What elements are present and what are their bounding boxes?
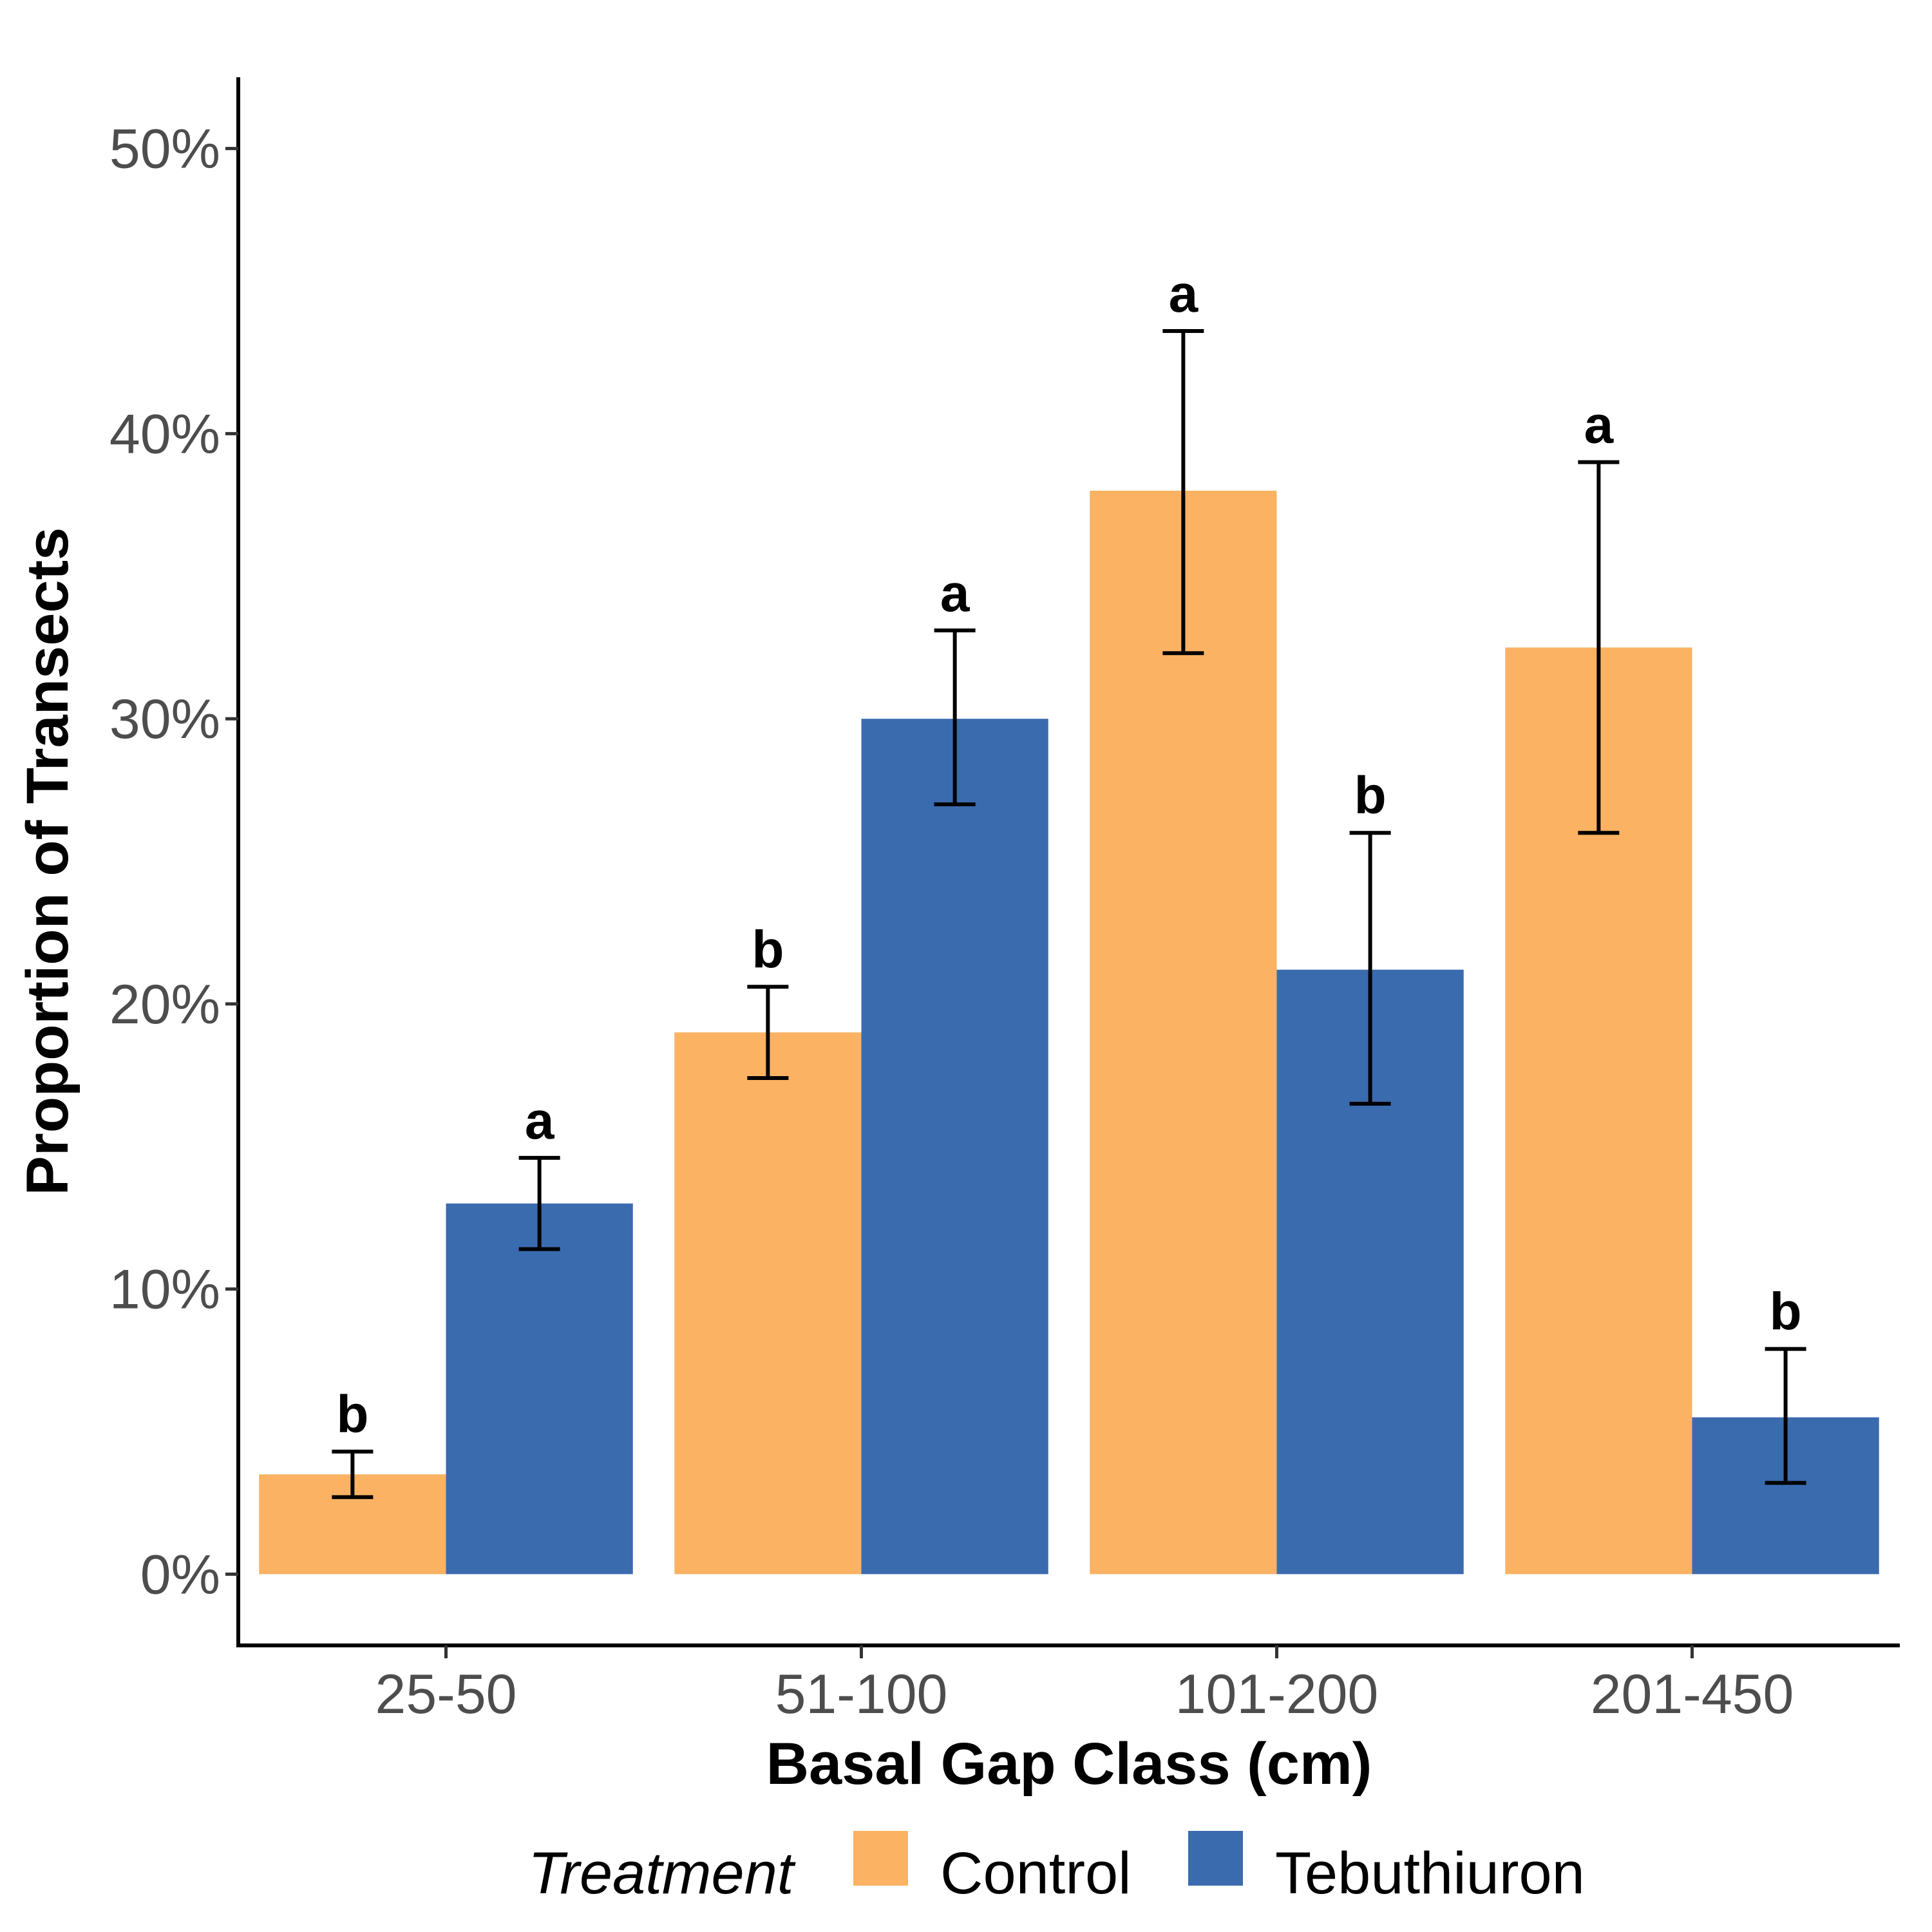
significance-label-control-201-450: a bbox=[1584, 396, 1615, 455]
error-bars-layer bbox=[332, 329, 1806, 1499]
bar-tebuthiuron-51-100 bbox=[861, 719, 1048, 1575]
x-axis-title: Basal Gap Class (cm) bbox=[766, 1731, 1372, 1797]
y-tick-label: 30% bbox=[109, 688, 220, 750]
y-tick-label: 50% bbox=[109, 118, 220, 180]
legend-key-control bbox=[853, 1831, 908, 1886]
x-tick-label: 101-200 bbox=[1175, 1663, 1379, 1725]
axes-layer: 0% 10% 20% 30% 40% 50% 25-50 51-100 101-200 201-4… bbox=[109, 77, 1900, 1725]
significance-label-tebuthiuron-25-50: a bbox=[525, 1092, 555, 1150]
y-tick-label: 40% bbox=[109, 403, 220, 465]
y-tick-label: 10% bbox=[109, 1259, 220, 1321]
legend: Treatment Control Tebuthiuron bbox=[528, 1831, 1585, 1906]
significance-label-tebuthiuron-51-100: a bbox=[940, 564, 971, 623]
bar-tebuthiuron-25-50 bbox=[446, 1203, 633, 1575]
significance-label-control-101-200: a bbox=[1169, 265, 1199, 323]
legend-key-tebuthiuron bbox=[1188, 1831, 1243, 1886]
significance-label-control-51-100: b bbox=[752, 920, 784, 979]
x-tick-label: 201-450 bbox=[1591, 1663, 1794, 1725]
significance-label-tebuthiuron-101-200: b bbox=[1354, 766, 1387, 825]
legend-title: Treatment bbox=[528, 1841, 796, 1906]
x-tick-label: 25-50 bbox=[375, 1663, 517, 1725]
y-axis-title: Proportion of Transects bbox=[15, 527, 80, 1196]
y-tick-label: 0% bbox=[140, 1544, 220, 1605]
bar-control-101-200 bbox=[1090, 490, 1277, 1575]
legend-label-control: Control bbox=[940, 1841, 1132, 1906]
significance-label-tebuthiuron-201-450: b bbox=[1770, 1283, 1802, 1341]
significance-labels-layer: b b a a a a b b bbox=[336, 265, 1801, 1444]
x-tick-label: 51-100 bbox=[775, 1663, 948, 1725]
significance-label-control-25-50: b bbox=[336, 1385, 368, 1444]
y-tick-label: 20% bbox=[109, 974, 220, 1036]
bar-control-51-100 bbox=[674, 1032, 862, 1575]
bars-layer bbox=[259, 490, 1879, 1575]
legend-label-tebuthiuron: Tebuthiuron bbox=[1275, 1841, 1585, 1906]
